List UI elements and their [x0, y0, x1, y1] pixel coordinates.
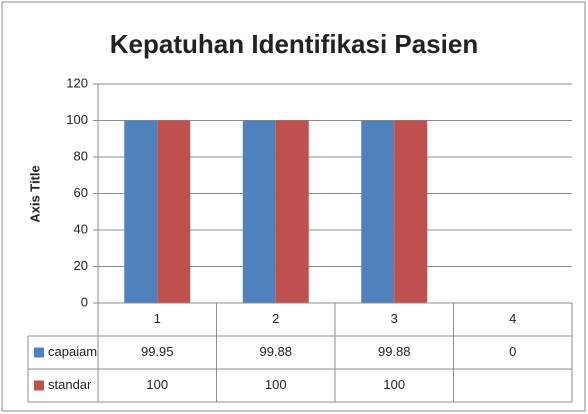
- legend-swatch: [34, 347, 44, 358]
- bar: [124, 120, 158, 303]
- x-tick-label: 3: [391, 311, 398, 326]
- legend-label: capaiam: [48, 344, 97, 359]
- bar: [361, 120, 395, 304]
- data-table-value: 99.88: [378, 344, 411, 359]
- y-axis-title: Axis Title: [27, 165, 42, 223]
- data-table-value: 100: [383, 377, 405, 392]
- bar: [394, 120, 428, 303]
- y-tick-label: 40: [74, 221, 88, 236]
- x-tick-label: 1: [154, 311, 161, 326]
- legend-label: standar: [48, 377, 92, 392]
- y-tick-label: 120: [66, 75, 88, 90]
- data-table-value: 99.88: [259, 344, 292, 359]
- x-tick-label: 4: [509, 311, 516, 326]
- y-tick-label: 100: [66, 112, 88, 127]
- data-table-value: 0: [509, 344, 516, 359]
- bar: [157, 120, 191, 303]
- bar: [275, 120, 309, 303]
- y-tick-label: 0: [81, 294, 88, 309]
- y-tick-label: 80: [74, 148, 88, 163]
- bar: [242, 120, 276, 304]
- data-table-value: 99.95: [141, 344, 174, 359]
- x-tick-label: 2: [272, 311, 279, 326]
- data-table-value: 100: [265, 377, 287, 392]
- legend-swatch: [34, 380, 44, 391]
- chart-title: Kepatuhan Identifikasi Pasien: [110, 29, 478, 59]
- y-tick-label: 20: [74, 258, 88, 273]
- y-tick-label: 60: [74, 185, 88, 200]
- data-table-value: 100: [146, 377, 168, 392]
